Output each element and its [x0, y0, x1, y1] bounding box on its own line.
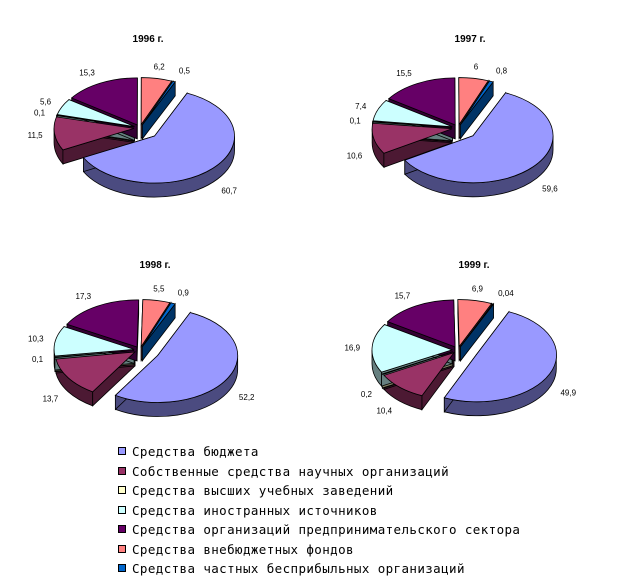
legend-swatch-own-funds [118, 467, 126, 475]
data-label-nonprofit: 0,8 [496, 66, 508, 75]
data-label-own-funds: 10,6 [347, 151, 363, 160]
data-label-universities: 0,1 [34, 108, 46, 117]
data-label-own-funds: 11,5 [28, 131, 44, 140]
data-label-own-funds: 10,4 [376, 406, 392, 415]
data-label-foreign: 5,6 [40, 98, 52, 107]
data-label-offbudget: 6,9 [472, 285, 484, 294]
legend-swatch-nonprofit [118, 564, 126, 572]
data-label-foreign: 7,4 [355, 102, 367, 111]
data-label-foreign: 10,3 [28, 335, 44, 344]
data-label-offbudget: 6 [474, 63, 479, 72]
data-label-nonprofit: 0,9 [178, 288, 190, 297]
legend-item-own-funds: Собственные средства научных организаций [118, 462, 613, 482]
legend-swatch-foreign [118, 506, 126, 514]
legend-item-foreign: Средства иностранных источников [118, 501, 613, 521]
data-label-business: 15,3 [79, 69, 95, 78]
data-label-own-funds: 13,7 [43, 394, 59, 403]
data-label-universities: 0,2 [361, 390, 373, 399]
data-label-business: 15,5 [396, 69, 412, 78]
data-label-universities: 0,1 [32, 355, 44, 364]
chart-title: 1998 г. [140, 260, 171, 271]
data-label-business: 17,3 [76, 292, 92, 301]
legend-label-business: Средства организаций предпринимательског… [132, 520, 520, 540]
pie-chart-1: 59,6 10,6 0,1 7,4 15,5 6 0,8 1997 г. [347, 34, 559, 197]
data-label-offbudget: 5,5 [153, 285, 165, 294]
legend-swatch-universities [118, 486, 126, 494]
legend-item-business: Средства организаций предпринимательског… [118, 520, 613, 540]
pie-chart-2: 52,2 13,7 0,1 10,3 17,3 5,5 0,9 1998 г. [28, 260, 255, 417]
legend-swatch-business [118, 525, 126, 533]
legend-label-nonprofit: Средства частных бесприбыльных организац… [132, 559, 465, 579]
data-label-budget: 49,9 [560, 389, 576, 398]
data-label-nonprofit: 0,5 [179, 67, 191, 76]
data-label-offbudget: 6,2 [154, 63, 166, 72]
pie-chart-3: 49,9 10,40,2 16,9 15,7 6,9 0,04 1999 г. [344, 260, 576, 416]
legend-item-universities: Средства высших учебных заведений [118, 481, 613, 501]
legend-item-offbudget: Средства внебюджетных фондов [118, 540, 613, 560]
legend-label-own-funds: Собственные средства научных организаций [132, 462, 449, 482]
legend-label-offbudget: Средства внебюджетных фондов [132, 540, 354, 560]
legend-swatch-budget [118, 447, 126, 455]
data-label-business: 15,7 [395, 291, 411, 300]
data-label-universities: 0,1 [350, 116, 362, 125]
data-label-nonprofit: 0,04 [498, 289, 514, 298]
chart-title: 1996 г. [133, 34, 164, 45]
data-label-budget: 59,6 [542, 185, 558, 194]
chart-title: 1997 г. [455, 34, 486, 45]
data-label-budget: 52,2 [239, 393, 255, 402]
data-label-foreign: 16,9 [344, 344, 360, 353]
legend: Средства бюджета Собственные средства на… [118, 442, 613, 579]
legend-label-universities: Средства высших учебных заведений [132, 481, 394, 501]
legend-item-budget: Средства бюджета [118, 442, 613, 462]
data-label-budget: 60,7 [221, 187, 237, 196]
legend-label-foreign: Средства иностранных источников [132, 501, 378, 521]
legend-item-nonprofit: Средства частных бесприбыльных организац… [118, 559, 613, 579]
chart-title: 1999 г. [459, 260, 490, 271]
legend-label-budget: Средства бюджета [132, 442, 259, 462]
pie-chart-0: 60,7 11,5 0,15,6 15,3 6,2 0,5 1996 г. [28, 34, 238, 197]
legend-swatch-offbudget [118, 545, 126, 553]
